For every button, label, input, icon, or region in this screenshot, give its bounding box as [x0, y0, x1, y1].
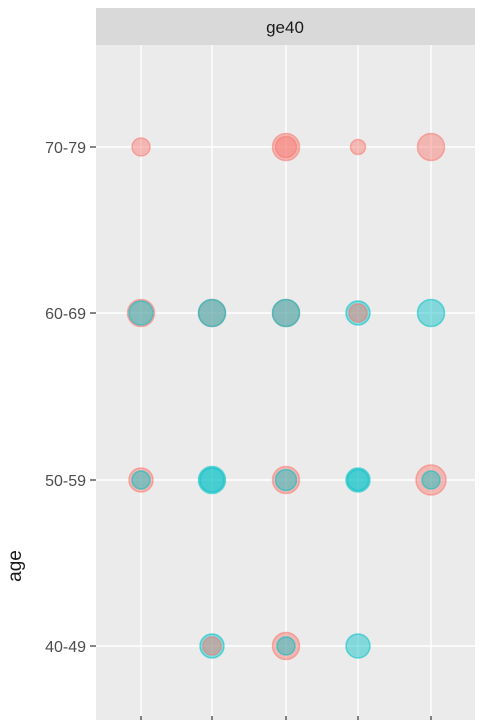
- data-point-teal: [416, 298, 446, 328]
- data-point-teal: [271, 298, 301, 328]
- data-point-pink: [202, 636, 222, 656]
- points-layer: [126, 132, 447, 661]
- y-tick-label: 50-59: [45, 473, 86, 490]
- facet-strip: [96, 8, 475, 45]
- data-point-teal: [274, 468, 298, 492]
- data-point-teal: [197, 298, 227, 328]
- data-point-teal: [199, 467, 225, 493]
- data-point-pink: [131, 137, 151, 157]
- y-tick-label: 60-69: [45, 306, 86, 323]
- data-point-teal: [421, 470, 441, 490]
- data-point-teal: [276, 636, 296, 656]
- data-point-pink: [271, 465, 301, 495]
- facet-label: ge40: [266, 18, 304, 37]
- data-point-pink: [126, 298, 156, 328]
- y-tick-label: 70-79: [45, 140, 86, 157]
- data-point-pink: [349, 138, 367, 156]
- y-axis-ticks: 40-49 50-59 60-69 70-79: [45, 140, 432, 720]
- data-point-pink: [416, 132, 446, 162]
- data-point-teal: [131, 470, 151, 490]
- y-axis-title: age: [5, 550, 26, 582]
- data-point-teal: [345, 467, 371, 493]
- data-point-teal: [346, 468, 370, 492]
- y-tick-label: 40-49: [45, 639, 86, 656]
- data-point-teal: [128, 300, 154, 326]
- data-point-pink: [271, 132, 301, 162]
- data-point-teal: [345, 633, 371, 659]
- data-point-pink: [274, 135, 298, 159]
- data-point-pink: [348, 303, 368, 323]
- data-point-teal: [197, 465, 227, 495]
- data-point-pink: [415, 464, 447, 496]
